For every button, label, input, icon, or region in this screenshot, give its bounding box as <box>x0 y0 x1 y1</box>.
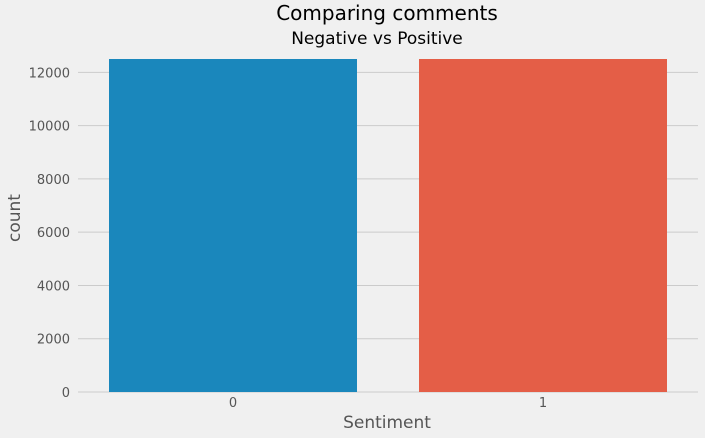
y-tick-label: 0 <box>62 386 70 401</box>
y-tick-label: 4000 <box>37 279 70 294</box>
y-axis-label: count <box>5 194 25 242</box>
y-tick-labels: 0 2000 4000 6000 8000 10000 12000 <box>29 66 70 401</box>
bars <box>109 59 667 392</box>
y-tick-label: 10000 <box>29 120 70 135</box>
x-axis-label: Sentiment <box>343 413 431 433</box>
y-tick-label: 8000 <box>37 173 70 188</box>
y-tick-label: 6000 <box>37 226 70 241</box>
y-tick-label: 12000 <box>29 66 70 81</box>
x-tick-label: 0 <box>229 396 237 411</box>
x-tick-label: 1 <box>539 396 547 411</box>
bar-1 <box>419 59 667 392</box>
chart-subtitle: Negative vs Positive <box>291 29 463 49</box>
bar-0 <box>109 59 357 392</box>
y-tick-label: 2000 <box>37 333 70 348</box>
chart-title: Comparing comments <box>276 1 498 25</box>
